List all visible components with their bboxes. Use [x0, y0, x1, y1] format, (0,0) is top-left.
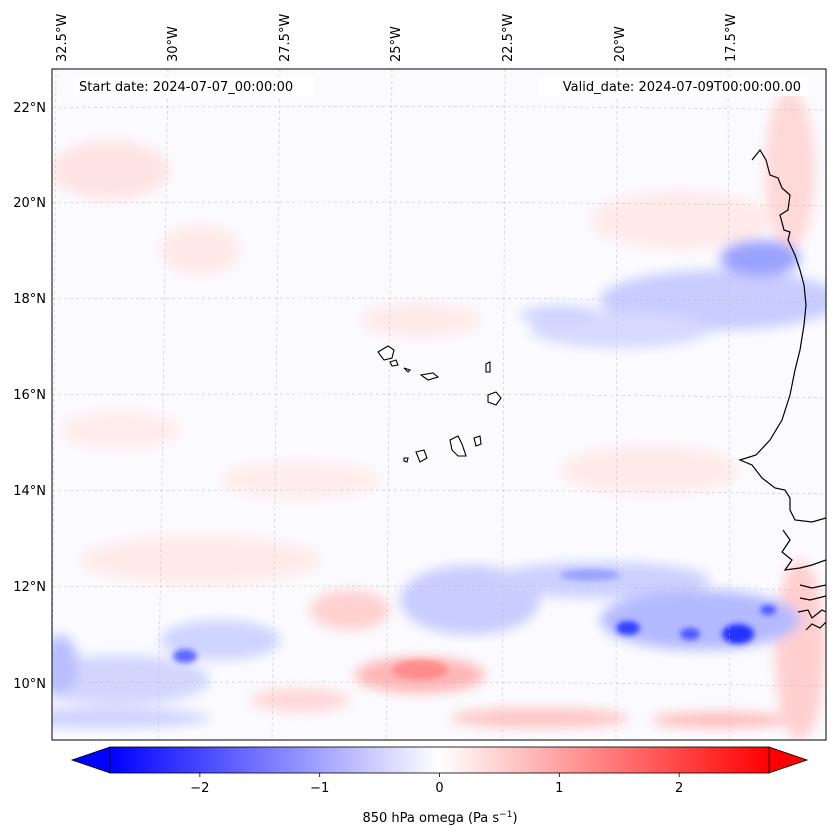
lat-tick-label: 10°N — [13, 677, 46, 692]
colorbar-tick-label: 1 — [555, 781, 563, 796]
graticule — [52, 69, 826, 740]
colorbar: −2 −1 0 1 2 850 hPa omega (Pa s−1) — [70, 746, 809, 826]
cape-verde-islands — [377, 345, 502, 463]
colorbar-label: 850 hPa omega (Pa s−1) — [362, 810, 517, 826]
colorbar-extend-min — [70, 746, 111, 774]
lon-tick-label: 32.5°W — [55, 14, 70, 62]
lon-tick-labels: 32.5°W 30°W 27.5°W 25°W 22.5°W 20°W 17.5… — [55, 14, 739, 62]
omega-field — [52, 90, 826, 740]
colorbar-tick-label: −1 — [310, 781, 329, 796]
omega-cores — [173, 569, 776, 680]
lon-tick-label: 27.5°W — [278, 14, 293, 62]
lat-tick-label: 16°N — [13, 388, 46, 403]
lat-tick-labels: 22°N 20°N 18°N 16°N 14°N 12°N 10°N — [13, 101, 46, 692]
lon-tick-label: 20°W — [613, 26, 628, 62]
colorbar-extend-max — [768, 746, 809, 774]
lat-tick-label: 22°N — [13, 101, 46, 116]
start-date-box: Start date: 2024-07-07_00:00:00 — [74, 77, 314, 96]
colorbar-tick-label: 2 — [675, 781, 683, 796]
colorbar-tick-label: −2 — [190, 781, 209, 796]
coastline — [738, 148, 826, 631]
colorbar-label-exp: −1 — [499, 810, 512, 820]
lat-tick-label: 20°N — [13, 196, 46, 211]
map-frame — [51, 68, 827, 741]
map-panel — [52, 69, 826, 740]
valid-date-label: Valid_date: 2024-07-09T00:00:00.00 — [563, 80, 801, 95]
lon-tick-label: 17.5°W — [724, 14, 739, 62]
colorbar-label-end: ) — [512, 811, 517, 826]
valid-date-box: Valid_date: 2024-07-09T00:00:00.00 — [538, 77, 808, 96]
colorbar-label-main: 850 hPa omega (Pa s — [362, 811, 499, 826]
start-date-label: Start date: 2024-07-07_00:00:00 — [79, 80, 293, 95]
lon-tick-label: 25°W — [389, 26, 404, 62]
lat-tick-label: 18°N — [13, 292, 46, 307]
colorbar-ticks: −2 −1 0 1 2 — [190, 773, 683, 796]
lon-tick-label: 30°W — [166, 26, 181, 62]
lat-tick-label: 14°N — [13, 484, 46, 499]
colorbar-tick-label: 0 — [435, 781, 443, 796]
lon-tick-label: 22.5°W — [501, 14, 516, 62]
colorbar-body — [109, 746, 770, 774]
lat-tick-label: 12°N — [13, 580, 46, 595]
